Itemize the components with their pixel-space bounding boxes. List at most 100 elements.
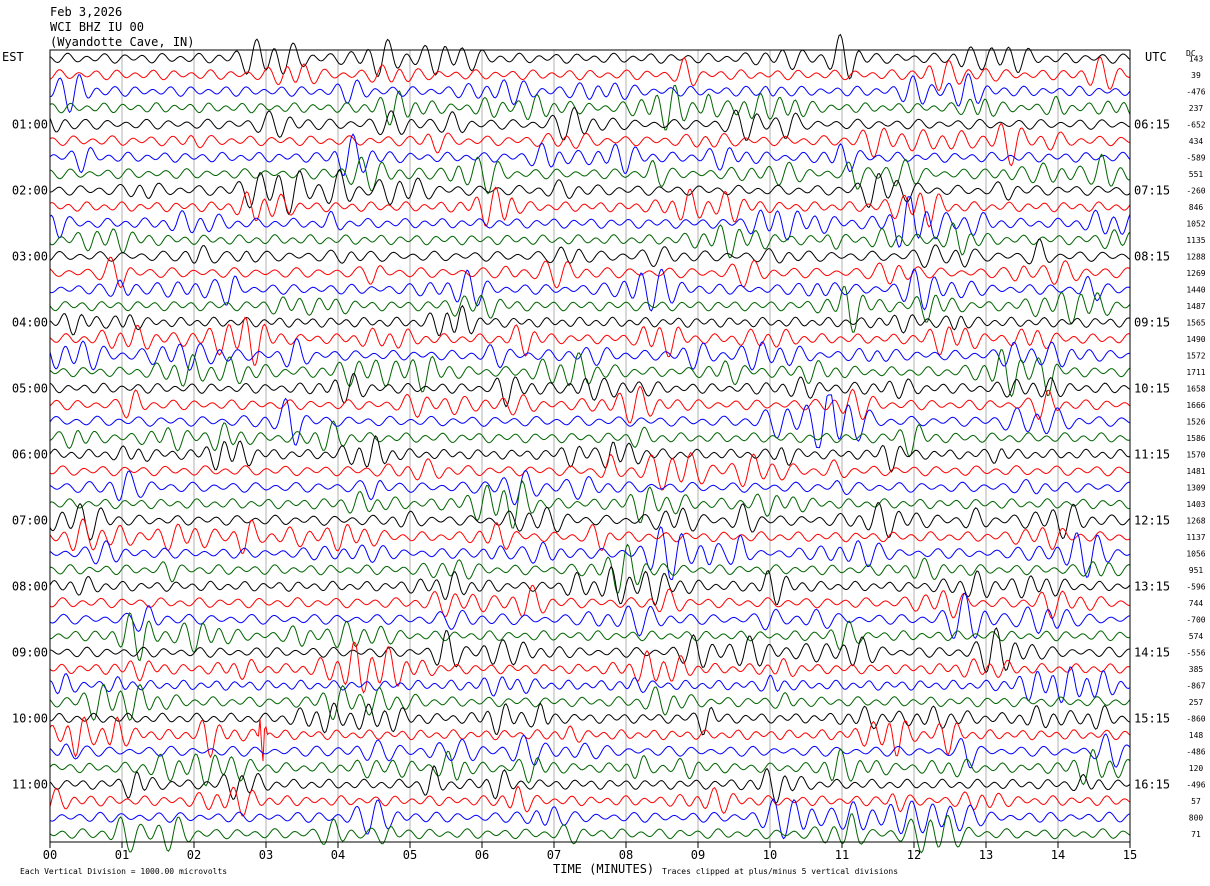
dc-offset-label: 385: [1189, 665, 1204, 674]
plot-frame: [49, 49, 1131, 843]
x-tick-label: 13: [979, 848, 993, 862]
trace-39: [49, 666, 1131, 704]
trace-25: [49, 435, 1131, 473]
dc-offset-label: 1490: [1186, 335, 1205, 344]
trace-12: [49, 222, 1131, 259]
x-tick-label: 14: [1051, 848, 1065, 862]
dc-offset-label: 1565: [1186, 318, 1205, 327]
dc-offset-label: 1268: [1186, 516, 1205, 525]
trace-18: [49, 316, 1131, 366]
vertical-division-note: Each Vertical Division = 1000.00 microvo…: [20, 867, 228, 876]
trace-29: [49, 501, 1131, 541]
trace-40: [49, 683, 1131, 721]
left-hour-label: 11:00: [12, 777, 48, 791]
trace-34: [49, 584, 1131, 620]
trace-8: [49, 153, 1131, 195]
dc-offset-label: 39: [1191, 71, 1201, 80]
x-tick-label: 11: [835, 848, 849, 862]
dc-offset-label: 1056: [1186, 549, 1205, 558]
dc-offset-label: 744: [1189, 599, 1204, 608]
dc-offset-label: -700: [1186, 615, 1205, 624]
dc-offset-label: 1487: [1186, 302, 1205, 311]
right-hour-label: 16:15: [1134, 777, 1170, 791]
trace-15: [49, 268, 1131, 312]
dc-offset-label: -556: [1186, 648, 1205, 657]
left-hour-label: 09:00: [12, 645, 48, 659]
trace-45: [49, 765, 1131, 805]
left-hour-label: 08:00: [12, 579, 48, 593]
right-hour-label: 09:15: [1134, 315, 1170, 329]
dc-offset-label: 1572: [1186, 351, 1205, 360]
axis-labels: 00 01 02 03 04 05 06 07 08 09 10 11 12 13 14 15 143 39 -47…: [12, 54, 1206, 862]
dc-offset-label: -476: [1186, 87, 1205, 96]
right-hour-label: 14:15: [1134, 645, 1170, 659]
right-hour-label: 12:15: [1134, 513, 1170, 527]
trace-9: [49, 168, 1131, 215]
trace-44: [49, 748, 1131, 787]
dc-offset-label: 800: [1189, 813, 1204, 822]
trace-10: [49, 186, 1131, 228]
clip-note: Traces clipped at plus/minus 5 vertical …: [662, 867, 899, 876]
dc-offset-label: 1711: [1186, 368, 1205, 377]
trace-17: [49, 304, 1131, 337]
right-hour-label: 08:15: [1134, 249, 1170, 263]
dc-offset-label: 1288: [1186, 252, 1205, 261]
dc-offset-label: 1658: [1186, 384, 1205, 393]
x-tick-label: 00: [43, 848, 57, 862]
trace-47: [49, 798, 1131, 840]
left-timezone-label: EST: [2, 50, 24, 64]
seismic-traces: [49, 33, 1131, 854]
left-hour-label: 01:00: [12, 117, 48, 131]
dc-offset-label: 1440: [1186, 285, 1205, 294]
trace-31: [49, 526, 1131, 581]
left-hour-label: 05:00: [12, 381, 48, 395]
dc-offset-label: 951: [1189, 566, 1204, 575]
dc-offset-label: 237: [1189, 104, 1204, 113]
dc-offset-label: -496: [1186, 780, 1205, 789]
trace-41: [49, 702, 1131, 736]
dc-offset-label: 1403: [1186, 500, 1205, 509]
trace-19: [49, 338, 1131, 371]
right-timezone-label: UTC: [1145, 50, 1167, 64]
dc-offset-label: 257: [1189, 698, 1204, 707]
trace-13: [49, 238, 1131, 269]
trace-11: [49, 196, 1131, 249]
trace-27: [49, 469, 1131, 506]
trace-5: [49, 107, 1131, 141]
trace-23: [49, 394, 1131, 449]
dc-offset-label: 1481: [1186, 467, 1205, 476]
trace-7: [49, 133, 1131, 177]
left-hour-label: 06:00: [12, 447, 48, 461]
right-hour-label: 10:15: [1134, 381, 1170, 395]
dc-offset-label: 143: [1189, 54, 1204, 63]
right-hour-label: 15:15: [1134, 711, 1170, 725]
trace-33: [49, 566, 1131, 606]
dc-offset-label: -652: [1186, 120, 1205, 129]
trace-48: [49, 813, 1131, 854]
dc-offset-label: -860: [1186, 714, 1205, 723]
dc-offset-label: 57: [1191, 797, 1201, 806]
dc-offset-label: 1137: [1186, 533, 1205, 542]
dc-offset-label: 1135: [1186, 236, 1205, 245]
dc-offset-label: 1666: [1186, 401, 1205, 410]
header-station: WCI BHZ IU 00: [50, 20, 144, 34]
trace-38: [49, 641, 1131, 694]
right-hour-label: 07:15: [1134, 183, 1170, 197]
trace-6: [49, 122, 1131, 167]
left-hour-label: 10:00: [12, 711, 48, 725]
x-axis-title: TIME (MINUTES): [553, 862, 655, 876]
trace-16: [49, 286, 1131, 333]
trace-43: [49, 733, 1131, 769]
trace-24: [49, 420, 1131, 458]
left-hour-label: 04:00: [12, 315, 48, 329]
dc-offset-label: 71: [1191, 830, 1201, 839]
x-tick-label: 06: [475, 848, 489, 862]
trace-21: [49, 373, 1131, 408]
dc-offset-label: -596: [1186, 582, 1205, 591]
trace-42: [49, 716, 1131, 762]
x-tick-label: 10: [763, 848, 777, 862]
dc-offset-label: 1052: [1186, 219, 1205, 228]
dc-offset-label: -260: [1186, 186, 1205, 195]
dc-offset-label: 551: [1189, 170, 1204, 179]
dc-offset-label: -486: [1186, 747, 1205, 756]
